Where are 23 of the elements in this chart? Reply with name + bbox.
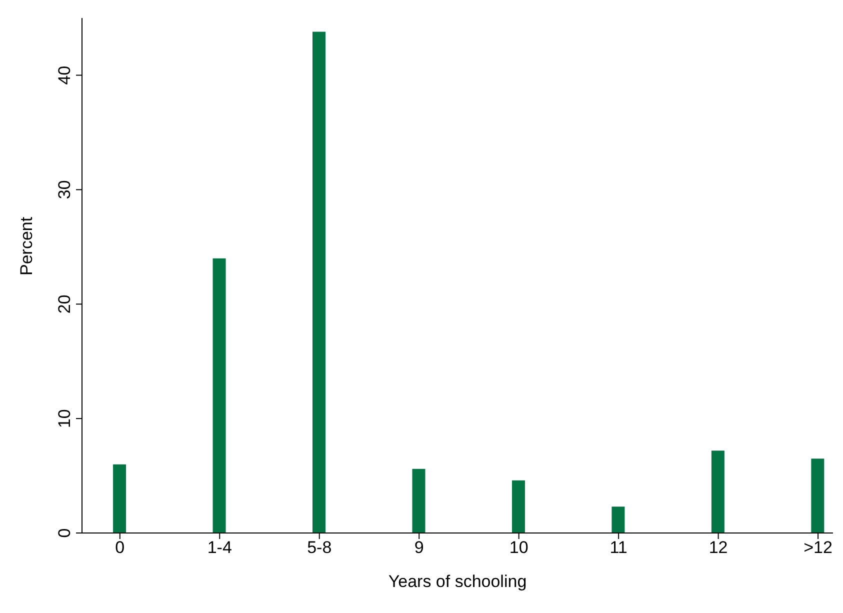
bar bbox=[811, 458, 824, 533]
y-tick-label: 20 bbox=[55, 294, 74, 314]
y-tick-label: 10 bbox=[55, 409, 74, 428]
x-tick-label: 5-8 bbox=[307, 538, 332, 558]
y-tick-label: 30 bbox=[55, 180, 74, 200]
y-tick-label: 0 bbox=[55, 528, 74, 538]
x-tick-label: 0 bbox=[115, 538, 125, 558]
x-axis-title: Years of schooling bbox=[388, 572, 527, 591]
x-tick-label: 9 bbox=[414, 538, 424, 558]
x-tick-label: 12 bbox=[708, 538, 728, 558]
bar bbox=[512, 480, 525, 533]
bar bbox=[612, 506, 625, 533]
bar bbox=[113, 464, 126, 533]
bar bbox=[212, 258, 226, 533]
y-axis-title: Percent bbox=[17, 216, 36, 276]
x-tick-label: 11 bbox=[610, 538, 628, 558]
bar bbox=[412, 468, 426, 533]
y-tick-label: 40 bbox=[55, 66, 74, 85]
x-tick-label: 10 bbox=[509, 538, 528, 558]
x-tick-label: >12 bbox=[804, 538, 832, 558]
bar bbox=[312, 32, 326, 533]
bar bbox=[711, 450, 724, 533]
x-tick-label: 1-4 bbox=[207, 538, 232, 558]
